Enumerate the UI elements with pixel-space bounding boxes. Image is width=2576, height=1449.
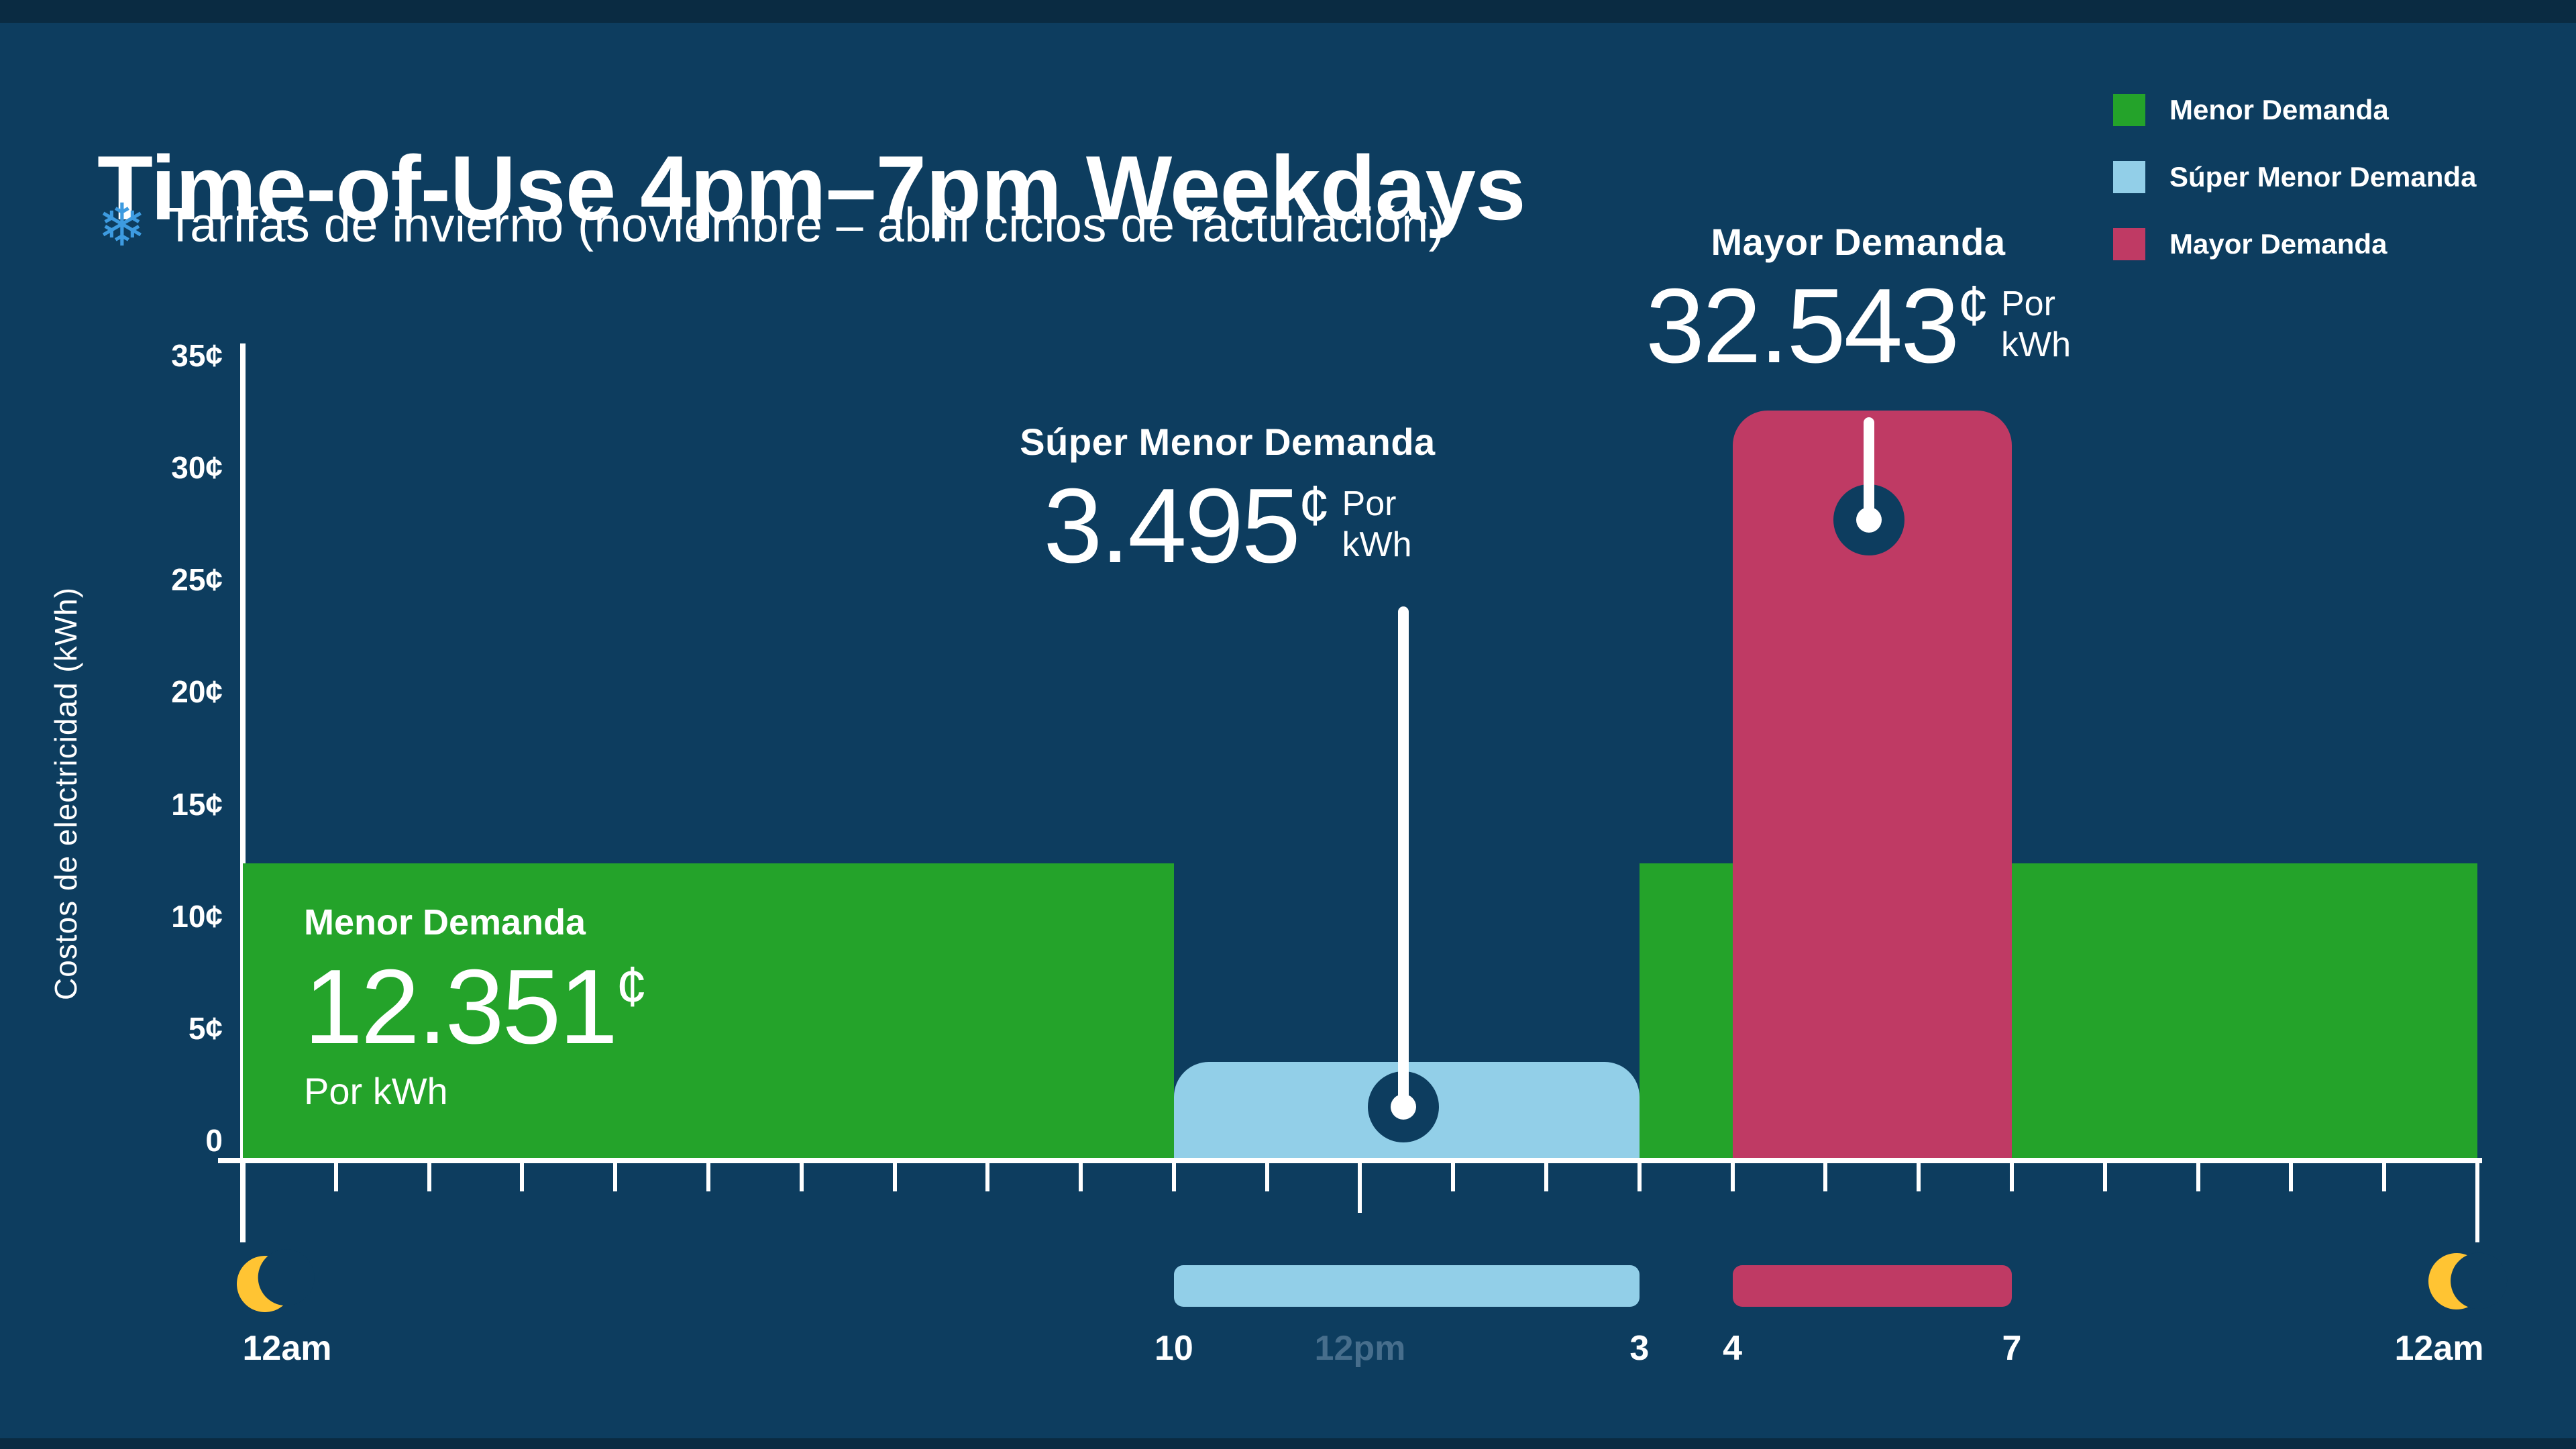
super-menor-rate-value: 3.495 (1043, 467, 1300, 585)
mayor-unit-line1: Por (2000, 284, 2055, 323)
x-axis-tick-hour-2 (427, 1161, 431, 1191)
super-menor-demanda-rate: 3.495 ¢ Por kWh (892, 473, 1563, 579)
x-axis-tick-hour-0 (241, 1161, 245, 1242)
menor-rate-value: 12.351 (304, 948, 618, 1066)
menor-rate-unit: Por kWh (304, 1070, 448, 1112)
y-tick-label-25: 25¢ (171, 562, 223, 598)
x-axis-tick-hour-11 (1265, 1161, 1269, 1191)
menor-rate-cent-sign: ¢ (616, 955, 647, 1018)
mayor-rate-cent-sign: ¢ (1957, 274, 1989, 337)
page-subtitle: Tarifas de invierno (noviembre – abril c… (165, 199, 1446, 252)
super-menor-unit-line1: Por (1342, 484, 1397, 523)
x-axis-tick-hour-7 (892, 1161, 897, 1191)
x-axis-label-3: 3 (1629, 1329, 1650, 1368)
legend-item-mayor-demanda: Mayor Demanda (2113, 228, 2476, 260)
x-axis-tick-hour-14 (1544, 1161, 1549, 1191)
mayor-callout-line (1864, 417, 1874, 520)
y-tick-label-20: 20¢ (171, 674, 223, 710)
moon-icon-right (2419, 1243, 2516, 1319)
rate-bar-4-menor-demanda (2012, 863, 2477, 1161)
legend-swatch-mayor (2113, 228, 2145, 260)
mayor-demanda-rate: 32.543 ¢ Por kWh (1523, 273, 2194, 379)
x-axis-line (218, 1158, 2482, 1163)
time-range-bar-4-to-7 (1732, 1265, 2012, 1307)
rate-bar-2-menor-demanda (1639, 863, 1733, 1161)
legend-item-super-menor-demanda: Súper Menor Demanda (2113, 161, 2476, 193)
x-axis-tick-hour-12 (1358, 1161, 1362, 1213)
subtitle-row: ❄ Tarifas de invierno (noviembre – abril… (97, 196, 1445, 255)
mayor-rate-value: 32.543 (1646, 267, 1960, 385)
menor-demanda-callout: Menor Demanda 12.351 ¢ Por kWh (304, 902, 647, 1113)
y-tick-label-30: 30¢ (171, 450, 223, 486)
snowflake-icon: ❄ (97, 192, 147, 258)
x-axis-tick-hour-4 (613, 1161, 618, 1191)
time-range-bar-10-to-3 (1173, 1265, 1640, 1307)
menor-demanda-heading: Menor Demanda (304, 902, 586, 943)
y-axis-line (240, 343, 246, 1242)
super-menor-demanda-callout: Súper Menor Demanda 3.495 ¢ Por kWh (892, 420, 1563, 579)
super-menor-unit-line2: kWh (1342, 525, 1412, 565)
y-tick-label-10: 10¢ (171, 898, 223, 934)
legend-label-menor: Menor Demanda (2169, 94, 2389, 125)
x-axis-label-12pm: 12pm (1314, 1329, 1406, 1368)
legend-label-mayor: Mayor Demanda (2169, 228, 2387, 260)
legend: Menor Demanda Súper Menor Demanda Mayor … (2113, 94, 2476, 260)
mayor-unit-line2: kWh (2000, 325, 2071, 365)
x-axis-tick-hour-18 (1917, 1161, 1921, 1191)
bottom-edge-band (0, 1438, 2576, 1449)
moon-icon-left (233, 1245, 319, 1316)
x-axis-tick-hour-22 (2289, 1161, 2294, 1191)
x-axis-tick-hour-21 (2196, 1161, 2200, 1191)
x-axis-label-12am-right: 12am (2394, 1329, 2484, 1368)
menor-demanda-rate: 12.351 ¢ (304, 954, 647, 1060)
legend-swatch-menor (2113, 94, 2145, 126)
x-axis-tick-hour-8 (985, 1161, 990, 1191)
x-axis-label-10: 10 (1154, 1329, 1193, 1368)
x-axis-tick-hour-5 (706, 1161, 710, 1191)
x-axis-tick-hour-15 (1637, 1161, 1642, 1191)
x-axis-label-4: 4 (1723, 1329, 1743, 1368)
mayor-pin-dot (1856, 507, 1882, 533)
page-title: Time-of-Use 4pm–7pm Weekdays (97, 137, 1526, 239)
legend-swatch-super-menor (2113, 161, 2145, 193)
super-menor-rate-unit: Por kWh (1342, 484, 1412, 566)
super-menor-callout-line (1398, 606, 1409, 1107)
y-tick-label-5: 5¢ (188, 1010, 223, 1046)
mayor-rate-unit: Por kWh (2001, 284, 2071, 366)
x-axis-tick-hour-20 (2102, 1161, 2107, 1191)
y-tick-label-0: 0 (205, 1122, 223, 1158)
legend-label-super-menor: Súper Menor Demanda (2169, 161, 2477, 193)
top-edge-band (0, 0, 2576, 23)
x-axis-tick-hour-13 (1451, 1161, 1456, 1191)
y-tick-label-35: 35¢ (171, 338, 223, 373)
x-axis-tick-hour-10 (1171, 1161, 1176, 1191)
x-axis-tick-hour-6 (799, 1161, 804, 1191)
x-axis-tick-hour-24 (2475, 1161, 2479, 1242)
rate-bar-0-menor-demanda (243, 863, 1174, 1161)
legend-item-menor-demanda: Menor Demanda (2113, 94, 2476, 126)
super-menor-demanda-heading: Súper Menor Demanda (1020, 421, 1436, 463)
x-axis-label-12am-left: 12am (242, 1329, 332, 1368)
x-axis-tick-hour-1 (333, 1161, 338, 1191)
x-axis-tick-hour-3 (520, 1161, 525, 1191)
super-menor-rate-cent-sign: ¢ (1298, 474, 1330, 537)
y-tick-label-15: 15¢ (171, 786, 223, 822)
x-axis-tick-hour-9 (1079, 1161, 1083, 1191)
x-axis-label-7: 7 (2002, 1329, 2022, 1368)
mayor-demanda-heading: Mayor Demanda (1711, 221, 2006, 263)
super-menor-pin-dot (1391, 1094, 1416, 1120)
x-axis-tick-hour-23 (2382, 1161, 2387, 1191)
x-axis-tick-hour-19 (2010, 1161, 2014, 1191)
x-axis-tick-hour-17 (1823, 1161, 1828, 1191)
mayor-demanda-callout: Mayor Demanda 32.543 ¢ Por kWh (1523, 220, 2194, 379)
x-axis-tick-hour-16 (1730, 1161, 1735, 1191)
